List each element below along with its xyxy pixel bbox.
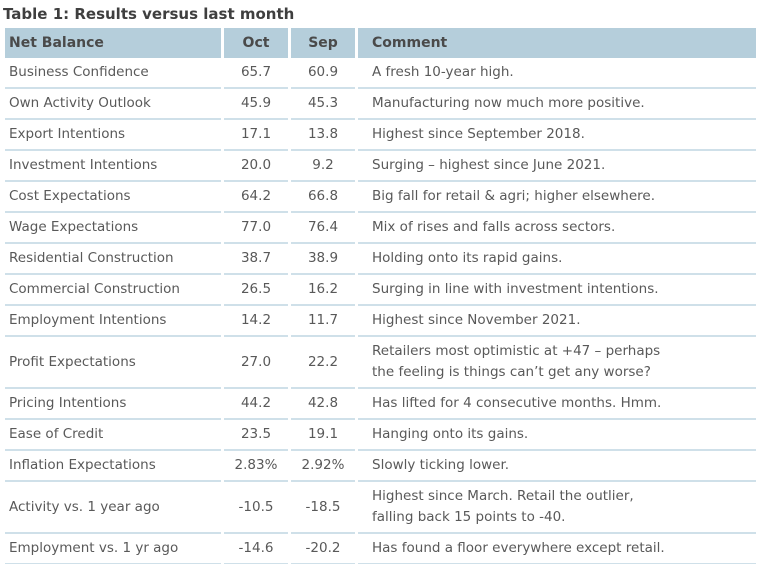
cell-sep: 42.8	[291, 389, 355, 420]
table-row: Own Activity Outlook 45.9 45.3 Manufacturin…	[5, 89, 756, 120]
table-row: Ease of Credit 23.5 19.1 Hanging onto its g…	[5, 420, 756, 451]
cell-oct: 20.0	[224, 151, 288, 182]
cell-net-balance: Pricing Intentions	[5, 389, 221, 420]
cell-net-balance: Residential Construction	[5, 244, 221, 275]
cell-comment: Retailers most optimistic at +47 – perha…	[358, 337, 756, 389]
cell-net-balance: Activity vs. 1 year ago	[5, 482, 221, 534]
table-row: Commercial Construction 26.5 16.2 Surging i…	[5, 275, 756, 306]
header-net-balance: Net Balance	[5, 28, 221, 58]
table-title: Table 1: Results versus last month	[3, 5, 295, 23]
table-header: Net Balance Oct Sep Comment	[5, 28, 756, 58]
cell-oct: 23.5	[224, 420, 288, 451]
cell-oct: -14.6	[224, 534, 288, 564]
cell-comment: Manufacturing now much more positive.	[358, 89, 756, 120]
cell-comment: Highest since November 2021.	[358, 306, 756, 337]
results-table: Net Balance Oct Sep Comment Business Con…	[2, 28, 759, 564]
cell-comment: Mix of rises and falls across sectors.	[358, 213, 756, 244]
cell-net-balance: Profit Expectations	[5, 337, 221, 389]
table-row: Profit Expectations 27.0 22.2 Retailers mos…	[5, 337, 756, 389]
cell-sep: 11.7	[291, 306, 355, 337]
cell-comment: Highest since September 2018.	[358, 120, 756, 151]
cell-sep: 9.2	[291, 151, 355, 182]
cell-net-balance: Investment Intentions	[5, 151, 221, 182]
cell-comment: Holding onto its rapid gains.	[358, 244, 756, 275]
cell-comment: Has found a floor everywhere except reta…	[358, 534, 756, 564]
cell-comment: Surging in line with investment intentio…	[358, 275, 756, 306]
table-row: Activity vs. 1 year ago -10.5 -18.5 Highest…	[5, 482, 756, 534]
cell-comment: Hanging onto its gains.	[358, 420, 756, 451]
table-row: Export Intentions 17.1 13.8 Highest since S…	[5, 120, 756, 151]
cell-oct: 17.1	[224, 120, 288, 151]
cell-comment: Slowly ticking lower.	[358, 451, 756, 482]
cell-sep: 45.3	[291, 89, 355, 120]
cell-sep: 22.2	[291, 337, 355, 389]
cell-sep: 60.9	[291, 58, 355, 89]
cell-sep: 16.2	[291, 275, 355, 306]
table-row: Employment Intentions 14.2 11.7 Highest sin…	[5, 306, 756, 337]
cell-net-balance: Cost Expectations	[5, 182, 221, 213]
cell-net-balance: Ease of Credit	[5, 420, 221, 451]
table-body: Business Confidence 65.7 60.9 A fresh 10-ye…	[5, 58, 756, 564]
cell-comment: Has lifted for 4 consecutive months. Hmm…	[358, 389, 756, 420]
table-row: Cost Expectations 64.2 66.8 Big fall for re…	[5, 182, 756, 213]
cell-sep: 76.4	[291, 213, 355, 244]
cell-oct: -10.5	[224, 482, 288, 534]
cell-sep: -18.5	[291, 482, 355, 534]
table-row: Pricing Intentions 44.2 42.8 Has lifted for…	[5, 389, 756, 420]
cell-net-balance: Own Activity Outlook	[5, 89, 221, 120]
cell-net-balance: Employment vs. 1 yr ago	[5, 534, 221, 564]
cell-oct: 38.7	[224, 244, 288, 275]
cell-oct: 44.2	[224, 389, 288, 420]
cell-oct: 14.2	[224, 306, 288, 337]
cell-comment: Surging – highest since June 2021.	[358, 151, 756, 182]
cell-sep: 66.8	[291, 182, 355, 213]
table-row: Employment vs. 1 yr ago -14.6 -20.2 Has fou…	[5, 534, 756, 564]
table-row: Investment Intentions 20.0 9.2 Surging – hi…	[5, 151, 756, 182]
cell-net-balance: Wage Expectations	[5, 213, 221, 244]
cell-net-balance: Employment Intentions	[5, 306, 221, 337]
cell-sep: 2.92%	[291, 451, 355, 482]
cell-sep: 19.1	[291, 420, 355, 451]
header-oct: Oct	[224, 28, 288, 58]
table-row: Business Confidence 65.7 60.9 A fresh 10-ye…	[5, 58, 756, 89]
table-row: Residential Construction 38.7 38.9 Holding …	[5, 244, 756, 275]
cell-oct: 64.2	[224, 182, 288, 213]
table-row: Inflation Expectations 2.83% 2.92% Slowly t…	[5, 451, 756, 482]
header-row: Net Balance Oct Sep Comment	[5, 28, 756, 58]
cell-net-balance: Inflation Expectations	[5, 451, 221, 482]
cell-net-balance: Export Intentions	[5, 120, 221, 151]
table-row: Wage Expectations 77.0 76.4 Mix of rises an…	[5, 213, 756, 244]
header-sep: Sep	[291, 28, 355, 58]
cell-comment: Highest since March. Retail the outlier,…	[358, 482, 756, 534]
cell-sep: 38.9	[291, 244, 355, 275]
cell-oct: 26.5	[224, 275, 288, 306]
cell-comment: A fresh 10-year high.	[358, 58, 756, 89]
cell-net-balance: Business Confidence	[5, 58, 221, 89]
header-comment: Comment	[358, 28, 756, 58]
cell-sep: 13.8	[291, 120, 355, 151]
cell-oct: 27.0	[224, 337, 288, 389]
cell-oct: 77.0	[224, 213, 288, 244]
cell-oct: 2.83%	[224, 451, 288, 482]
cell-oct: 65.7	[224, 58, 288, 89]
cell-comment: Big fall for retail & agri; higher elsew…	[358, 182, 756, 213]
cell-oct: 45.9	[224, 89, 288, 120]
cell-net-balance: Commercial Construction	[5, 275, 221, 306]
cell-sep: -20.2	[291, 534, 355, 564]
